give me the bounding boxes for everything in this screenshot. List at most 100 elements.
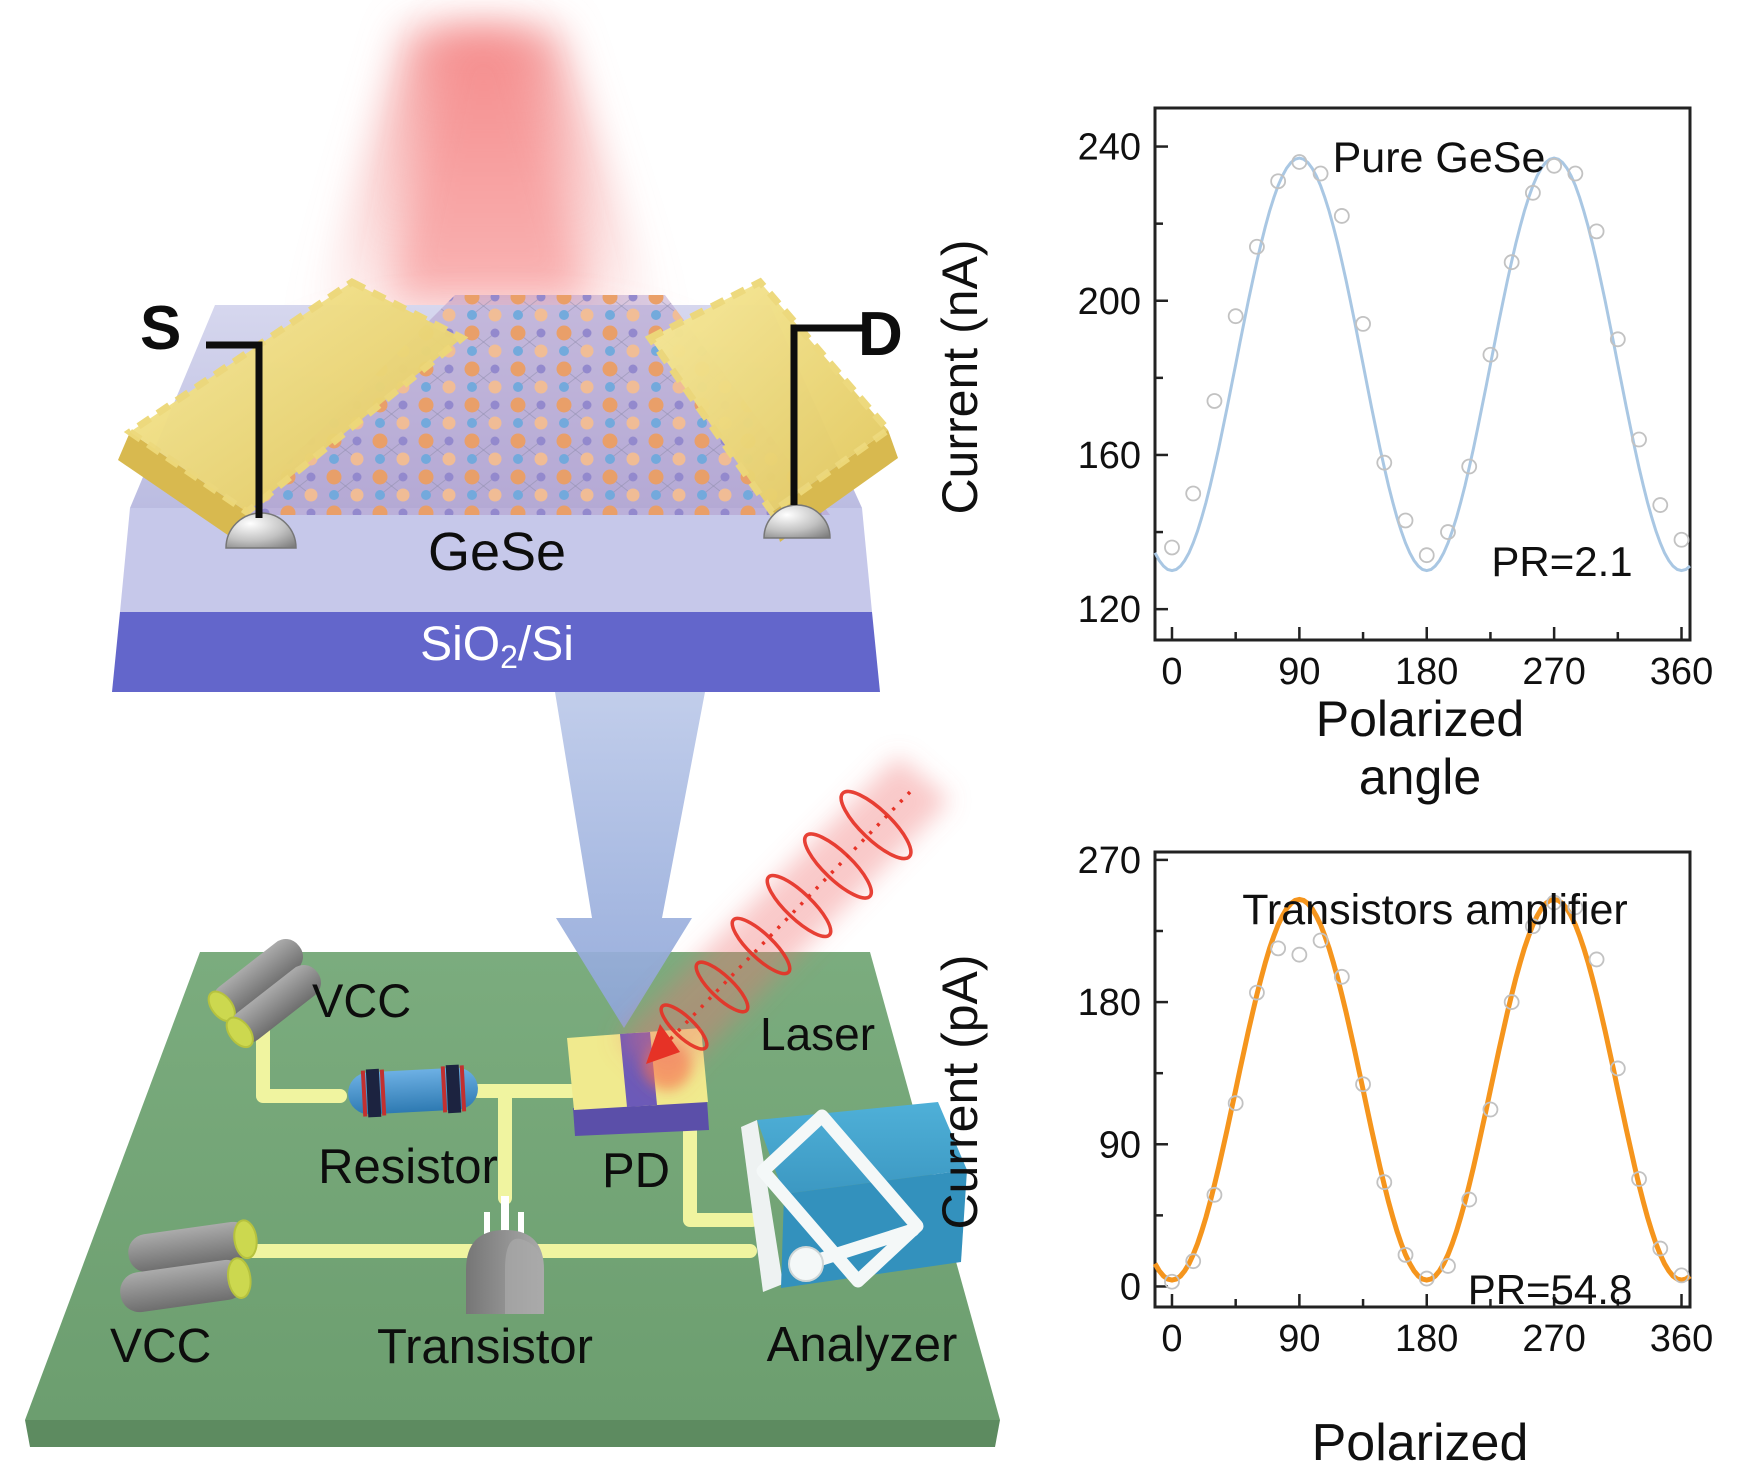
x-tick-label: 180 [1395, 1318, 1458, 1360]
plot-frame [1153, 850, 1692, 1309]
gese-slab-front [120, 508, 872, 612]
scatter-point [1588, 223, 1605, 240]
gold-electrode-left [118, 277, 469, 542]
scatter-point [1206, 393, 1223, 409]
laser-label: Laser [760, 1008, 876, 1060]
y-tick-label: 270 [1078, 840, 1141, 882]
scatter-point [1312, 165, 1329, 182]
scatter-point [1397, 1246, 1414, 1263]
scatter-point [1397, 512, 1414, 529]
y-tick-label: 240 [1078, 127, 1141, 169]
scatter-point [1524, 184, 1541, 201]
analyzer-icon [741, 1102, 967, 1292]
vcc-battery-pair-bottom [120, 1219, 258, 1313]
y-axis-label: Current (pA) [932, 954, 988, 1230]
substrate-label: SiO2/Si [347, 618, 647, 675]
scatter-point [1440, 1258, 1456, 1274]
x-tick-label: 360 [1650, 651, 1713, 693]
scatter-point [1227, 1095, 1244, 1112]
y-tick-label: 90 [1099, 1124, 1141, 1166]
y-tick-label: 180 [1078, 982, 1141, 1024]
scatter-point [1609, 1060, 1626, 1077]
scatter-point [1355, 315, 1371, 332]
analyzer-label: Analyzer [766, 1318, 958, 1372]
scatter-point [1164, 539, 1180, 556]
y-tick-label: 200 [1078, 281, 1141, 323]
x-tick-label: 270 [1522, 651, 1585, 693]
scatter-point [1206, 1186, 1223, 1203]
vcc-bottom-label: VCC [110, 1320, 212, 1373]
channel-label: GeSe [427, 522, 567, 582]
scatter-point [1609, 331, 1626, 348]
x-tick-label: 90 [1278, 651, 1320, 693]
drain-contact-dome [763, 504, 831, 539]
x-axis-label: Polarized angle [1315, 691, 1525, 805]
scatter-point [1567, 899, 1584, 916]
board-side-face [25, 1420, 1000, 1447]
drain-lead-wire [790, 324, 866, 505]
scatter-point [1185, 1253, 1202, 1270]
scatter-point [1482, 346, 1499, 363]
x-tick-label: 180 [1395, 651, 1458, 693]
laser-beam-icon [618, 756, 950, 1088]
scatter-point [1588, 951, 1605, 968]
source-lead-wire [206, 341, 263, 518]
plot-svg: 0 90 180 270 360 0 90 180 270 [1078, 840, 1714, 1360]
y-axis-label: Current (nA) [932, 239, 988, 515]
plot-svg: 0 90 180 270 360 120 160 200 240 [1078, 106, 1713, 693]
polarization-ratio-annotation: PR=2.1 [1491, 538, 1633, 585]
scatter-point [1546, 894, 1563, 911]
scatter-point [1333, 968, 1350, 985]
scatter-point [1631, 431, 1647, 448]
x-tick-label: 270 [1522, 1318, 1585, 1360]
scatter-point [1418, 547, 1435, 564]
photodetector-label: PD [602, 1144, 671, 1198]
source-contact-dome [225, 512, 297, 549]
scatter-point [1461, 1191, 1478, 1208]
y-tick-label: 160 [1078, 435, 1141, 477]
x-axis-label: Polarized angle [1311, 1414, 1529, 1479]
chart-title: Pure GeSe [1332, 134, 1546, 182]
sio2-slab-front [112, 612, 880, 692]
x-tick-label: 90 [1278, 1318, 1320, 1360]
scatter-point [1312, 932, 1329, 949]
scatter-point [1482, 1101, 1499, 1118]
substrate-label-prefix: SiO [420, 618, 501, 671]
scatter-point [1227, 308, 1244, 325]
scatter-point [1546, 157, 1563, 174]
transistor-label: Transistor [376, 1320, 593, 1374]
polarization-ratio-annotation: PR=54.8 [1467, 1266, 1633, 1313]
x-tick-label: 360 [1650, 1318, 1713, 1360]
y-tick-label: 0 [1120, 1266, 1141, 1308]
drain-label: D [858, 300, 903, 369]
transistors-amplifier-chart: 0 90 180 270 360 0 90 180 270 Transistors amplif… [900, 780, 1744, 1479]
scatter-point [1249, 984, 1265, 1001]
vcc-battery-pair-top [207, 939, 321, 1049]
source-label: S [140, 294, 182, 363]
scatter-point [1461, 458, 1478, 475]
scatter-point [1355, 1076, 1371, 1093]
scatter-point [1440, 524, 1456, 540]
scatter-point [1652, 1240, 1669, 1257]
gese-device-illustration [112, 277, 898, 692]
scatter-point [1270, 173, 1287, 190]
fit-curve [1152, 896, 1692, 1283]
plot-frame [1153, 106, 1692, 642]
scatter-point [1291, 946, 1308, 963]
chart-title: Transistors amplifier [1242, 886, 1628, 934]
scatter-point [1673, 1267, 1690, 1284]
substrate-label-subscript: 2 [500, 639, 518, 675]
substrate-label-suffix: /Si [517, 618, 574, 671]
scatter-point [1631, 1171, 1647, 1187]
scatter-point [1270, 940, 1287, 957]
scatter-point [1376, 454, 1393, 471]
down-arrow-icon [555, 692, 705, 1028]
scatter-point [1652, 497, 1669, 513]
scatter-point [1503, 994, 1520, 1010]
pure-gese-chart: 0 90 180 270 360 120 160 200 240 Pure GeSe Curre… [900, 60, 1744, 805]
resistor-label: Resistor [318, 1140, 498, 1194]
x-tick-label: 0 [1161, 651, 1182, 693]
scatter-point [1673, 531, 1690, 548]
transistor-icon [466, 1196, 544, 1314]
